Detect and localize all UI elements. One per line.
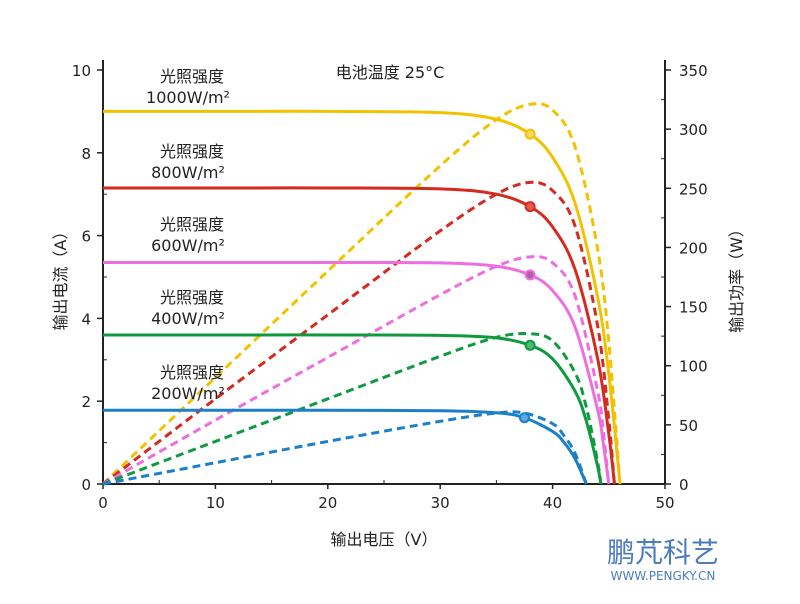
y-tick-label: 2 [81, 393, 91, 411]
y2-tick-label: 100 [679, 358, 708, 376]
y2-tick-label: 200 [679, 239, 708, 257]
irradiance-label: 光照强度 [160, 142, 224, 161]
y2-tick-label: 50 [679, 417, 698, 435]
irradiance-value: 800W/m² [151, 163, 225, 182]
power-curve [102, 410, 588, 486]
power-curve [102, 255, 611, 486]
irradiance-value: 200W/m² [151, 384, 225, 403]
current-curve [102, 408, 588, 485]
y2-axis-label: 输出功率（W） [727, 221, 746, 333]
power-curve [101, 102, 622, 486]
mpp-marker [524, 128, 536, 140]
irradiance-label: 光照强度 [160, 363, 224, 382]
series-labels: 光照强度 1000W/m² 光照强度 800W/m² 光照强度 600W/m² 光照强度 40… [146, 67, 230, 403]
logo: 鹏芃科艺 WWW.PENGKY.CN [607, 536, 719, 583]
y2-tick-label: 150 [679, 299, 708, 317]
y-tick-label: 10 [72, 62, 91, 80]
y-axis-label: 输出电流（A） [51, 224, 70, 331]
current-curve [103, 260, 611, 485]
y-tick-label: 6 [81, 228, 91, 246]
irradiance-label: 光照强度 [160, 67, 224, 86]
logo-url: WWW.PENGKY.CN [611, 569, 716, 583]
x-tick-label: 30 [431, 494, 450, 512]
x-tick-label: 20 [318, 494, 337, 512]
irradiance-value: 600W/m² [151, 236, 225, 255]
x-tick-label: 40 [543, 494, 562, 512]
x-tick-label: 50 [655, 494, 674, 512]
irradiance-label: 光照强度 [160, 215, 224, 234]
irradiance-value: 400W/m² [151, 309, 225, 328]
y2-tick-label: 300 [679, 121, 708, 139]
power-curve [102, 180, 616, 486]
current-curve [103, 186, 616, 485]
x-tick-label: 10 [206, 494, 225, 512]
y2-tick-label: 0 [679, 476, 689, 494]
irradiance-label: 光照强度 [160, 288, 224, 307]
y2-tick-label: 250 [679, 180, 708, 198]
mpp-marker [524, 339, 536, 351]
power-curve [102, 332, 603, 486]
x-axis-label: 输出电压（V） [331, 530, 438, 549]
mpp-marker [519, 412, 530, 424]
y-tick-label: 8 [81, 145, 91, 163]
y-tick-label: 0 [81, 476, 91, 494]
y-tick-label: 4 [81, 310, 91, 328]
x-tick-label: 0 [98, 494, 108, 512]
mpp-marker [524, 201, 536, 213]
current-curve [103, 333, 603, 485]
chart-title: 电池温度 25°C [336, 63, 445, 82]
irradiance-value: 1000W/m² [146, 88, 230, 107]
logo-name: 鹏芃科艺 [607, 536, 719, 569]
y2-tick-label: 350 [679, 62, 708, 80]
mpp-marker [524, 269, 536, 281]
curves [101, 102, 622, 486]
